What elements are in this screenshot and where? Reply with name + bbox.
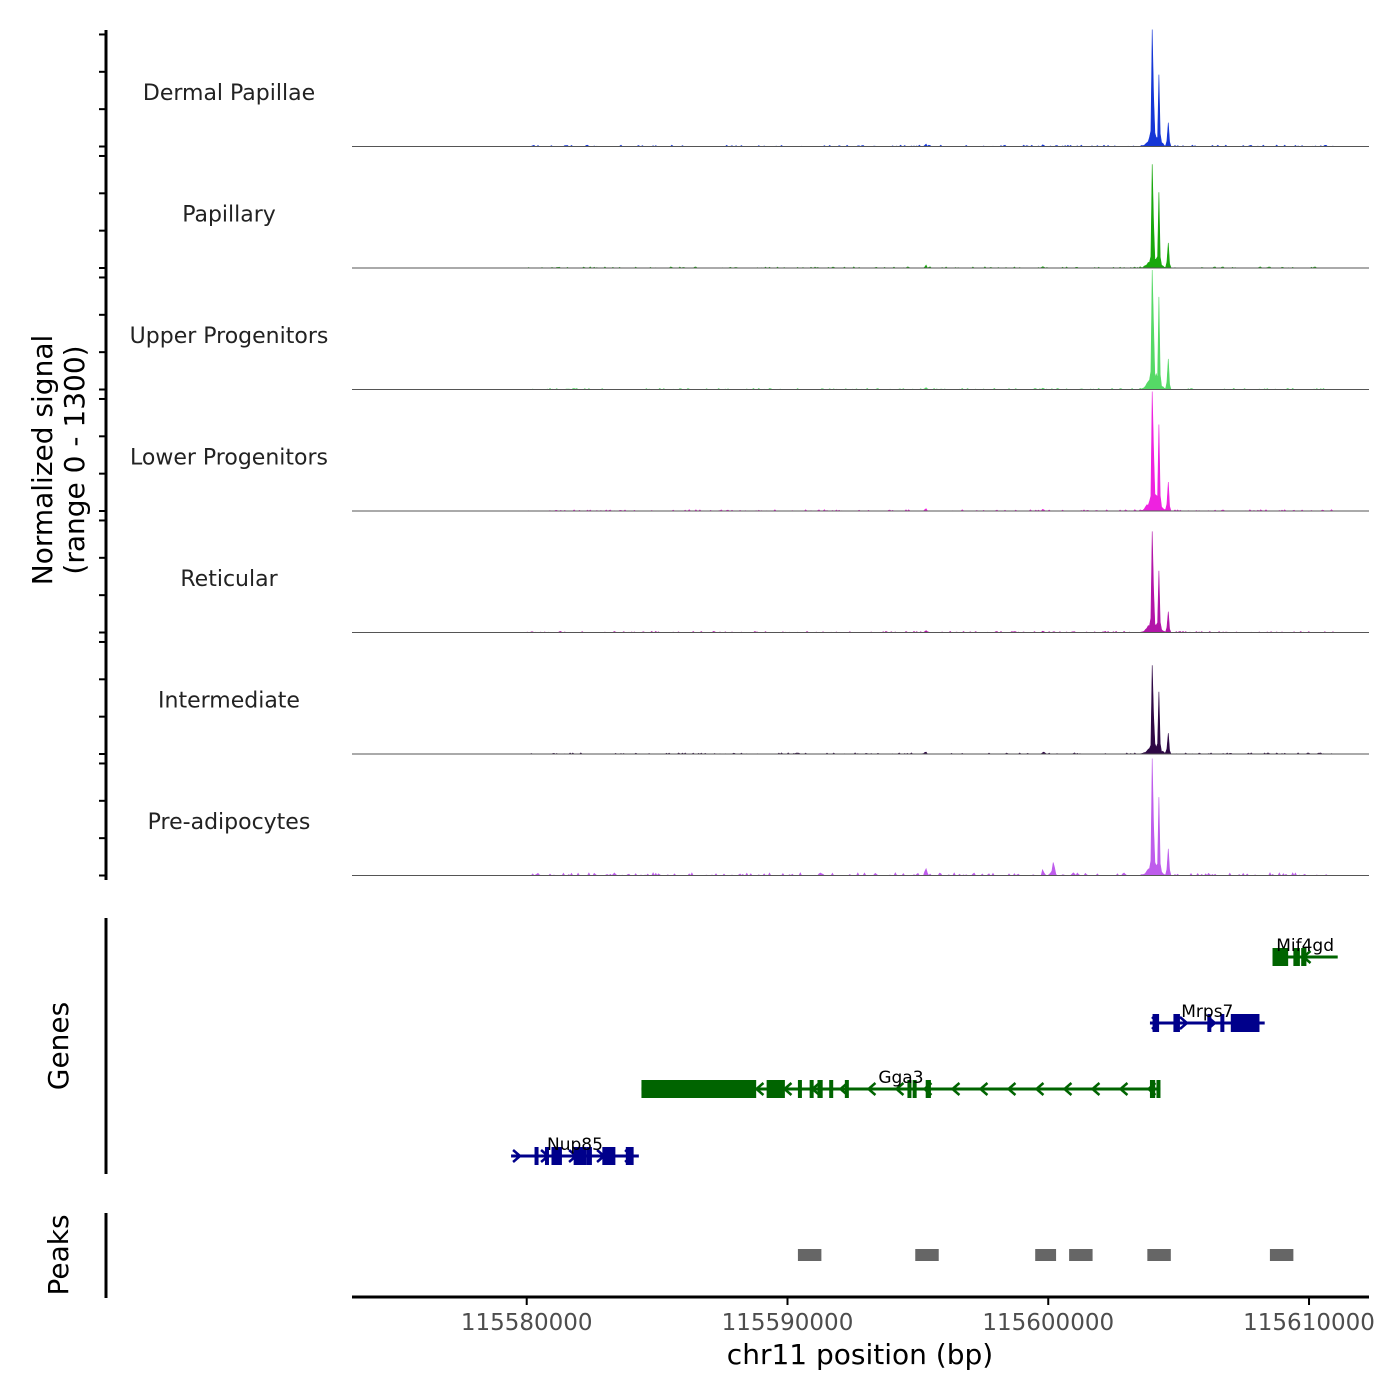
exon xyxy=(1272,948,1289,966)
coverage-tracks: Dermal Papillae Papillary Upper Progenitor… xyxy=(130,29,1369,877)
exon xyxy=(625,1147,634,1165)
gene-label: Mif4gd xyxy=(1276,936,1334,956)
track-label: Upper Progenitors xyxy=(130,324,329,349)
gene-label: Mrps7 xyxy=(1181,1002,1233,1022)
strand-arrow xyxy=(1118,1082,1129,1096)
exon xyxy=(766,1080,785,1098)
exon xyxy=(1220,1014,1225,1032)
exon xyxy=(1156,1080,1161,1098)
peak-region xyxy=(1147,1249,1171,1261)
exon xyxy=(544,1147,549,1165)
exon xyxy=(797,1080,802,1098)
strand-arrow xyxy=(1179,1016,1189,1030)
strand-arrow xyxy=(894,1082,905,1096)
exon xyxy=(1149,1080,1156,1098)
exon xyxy=(844,1080,849,1098)
peak-region xyxy=(1035,1249,1057,1261)
exon xyxy=(602,1147,616,1165)
exon xyxy=(586,1147,592,1165)
strand-arrow xyxy=(754,1082,765,1096)
exon xyxy=(551,1147,562,1165)
exon xyxy=(817,1080,823,1098)
peak-region xyxy=(797,1249,822,1261)
exon xyxy=(809,1080,814,1098)
genes-axis-title: Genes xyxy=(42,1002,75,1090)
track-label: Pre-adipocytes xyxy=(148,810,311,835)
exon xyxy=(1152,1014,1160,1032)
peak-region xyxy=(1069,1249,1093,1261)
coverage-area xyxy=(352,758,1369,877)
strand-arrow xyxy=(950,1082,961,1096)
coverage-area xyxy=(352,391,1369,512)
signal-axis xyxy=(99,30,108,880)
track-label: Reticular xyxy=(180,567,278,592)
peak-track xyxy=(797,1249,1294,1261)
exon xyxy=(925,1080,931,1098)
track-label: Papillary xyxy=(182,203,276,228)
coverage-area xyxy=(352,665,1369,755)
gene-track: Mif4gd Mrps7 Gga3 Nup85 xyxy=(511,936,1338,1165)
x-axis-title: chr11 position (bp) xyxy=(727,1338,993,1371)
exon xyxy=(1230,1014,1260,1032)
x-tick-label: 115590000 xyxy=(722,1310,854,1336)
exon xyxy=(1293,948,1300,966)
signal-y-axis-title: Normalized signal xyxy=(26,335,59,586)
gene-label: Gga3 xyxy=(878,1068,923,1088)
exon xyxy=(1301,948,1307,966)
exon xyxy=(534,1147,539,1165)
track-label: Dermal Papillae xyxy=(143,81,315,106)
peak-region xyxy=(915,1249,939,1261)
gene-label: Nup85 xyxy=(547,1135,603,1155)
track-label: Intermediate xyxy=(158,689,300,714)
x-tick-label: 115610000 xyxy=(1243,1310,1375,1336)
exon xyxy=(829,1080,834,1098)
coverage-area xyxy=(352,29,1369,147)
strand-arrow xyxy=(978,1082,989,1096)
track-label: Lower Progenitors xyxy=(130,446,328,471)
strand-arrow xyxy=(1034,1082,1045,1096)
exon xyxy=(573,1147,587,1165)
x-tick-label: 115600000 xyxy=(982,1310,1114,1336)
strand-arrow xyxy=(1006,1082,1017,1096)
coverage-area xyxy=(352,269,1369,390)
x-tick-label: 115580000 xyxy=(461,1310,593,1336)
peaks-axis-title: Peaks xyxy=(42,1214,75,1295)
exon xyxy=(641,1080,757,1098)
peak-region xyxy=(1269,1249,1294,1261)
exon xyxy=(1173,1014,1180,1032)
exon xyxy=(907,1080,912,1098)
strand-arrow xyxy=(512,1149,522,1163)
exon xyxy=(1207,1014,1212,1032)
strand-arrow xyxy=(1090,1082,1101,1096)
strand-arrow xyxy=(1062,1082,1073,1096)
coverage-area xyxy=(352,531,1369,633)
signal-range-label: (range 0 - 1300) xyxy=(58,345,91,574)
coverage-area xyxy=(352,164,1369,269)
exon xyxy=(912,1080,917,1098)
strand-arrow xyxy=(866,1082,877,1096)
x-axis: 115580000 115590000 115600000 115610000 xyxy=(352,1295,1375,1336)
